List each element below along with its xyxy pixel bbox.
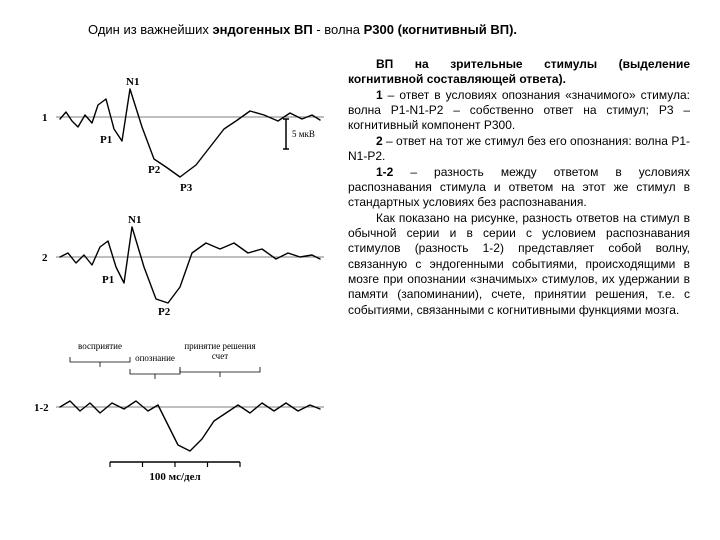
peak-label: P2 <box>148 164 161 176</box>
title-bold-1: эндогенных ВП <box>212 22 312 37</box>
figure-svg: 1 N1 P1 P2 P3 2 N1 P1 P2 1-2 5 мкВ восприятие опозна… <box>30 57 330 487</box>
paragraph-intro: ВП на зрительные стимулы (выделение когн… <box>348 57 690 88</box>
wave-2 <box>60 227 320 303</box>
brace-label-2: принятие решения <box>184 341 255 351</box>
x-axis-label: 100 мс/дел <box>149 471 200 483</box>
peak-label: P1 <box>102 274 114 286</box>
row-label-1-2: 1-2 <box>34 402 49 414</box>
content-row: 1 N1 P1 P2 P3 2 N1 P1 P2 1-2 5 мкВ восприятие опозна… <box>30 57 690 487</box>
title-prefix: Один из важнейших <box>88 22 212 37</box>
brace-label-0: восприятие <box>78 341 122 351</box>
brace-label-2: счет <box>212 351 228 361</box>
paragraph-body: Как показано на рисунке, разность ответо… <box>348 211 690 319</box>
row-label-2: 2 <box>42 252 48 264</box>
paragraph-2: 2 – ответ на тот же стимул без его опозн… <box>348 134 690 165</box>
wave-1-2 <box>60 401 320 451</box>
p4-rest: – разность между ответом в условиях расп… <box>348 165 690 210</box>
brace-2 <box>180 367 260 372</box>
wave-1 <box>60 89 320 177</box>
peak-label: P1 <box>100 134 112 146</box>
brace-1 <box>130 369 180 374</box>
p3-rest: – ответ на тот же стимул без его опознан… <box>348 134 690 163</box>
paragraph-1: 1 – ответ в условиях опознания «значимог… <box>348 88 690 134</box>
scale-bar-label: 5 мкВ <box>292 129 315 139</box>
intro-bold: ВП на зрительные стимулы (выделение когн… <box>348 57 690 86</box>
brace-label-1: опознание <box>135 353 175 363</box>
title-mid: - волна <box>313 22 364 37</box>
title-bold-2: Р300 (когнитивный ВП). <box>364 22 517 37</box>
peak-label: P2 <box>158 306 171 318</box>
figure: 1 N1 P1 P2 P3 2 N1 P1 P2 1-2 5 мкВ восприятие опозна… <box>30 57 330 487</box>
p2-rest: – ответ в условиях опознания «значимого»… <box>348 88 690 133</box>
peak-label: N1 <box>128 214 141 226</box>
p4-lead: 1-2 <box>376 165 393 179</box>
peak-label: P3 <box>180 182 193 194</box>
page-root: Один из важнейших эндогенных ВП - волна … <box>0 0 720 540</box>
row-label-1: 1 <box>42 112 48 124</box>
paragraph-1-2: 1-2 – разность между ответом в условиях … <box>348 165 690 211</box>
text-column: ВП на зрительные стимулы (выделение когн… <box>348 57 690 487</box>
p2-lead: 1 <box>376 88 383 102</box>
brace-0 <box>70 357 130 362</box>
peak-label: N1 <box>126 76 139 88</box>
p3-lead: 2 <box>376 134 383 148</box>
page-title: Один из важнейших эндогенных ВП - волна … <box>88 22 690 37</box>
